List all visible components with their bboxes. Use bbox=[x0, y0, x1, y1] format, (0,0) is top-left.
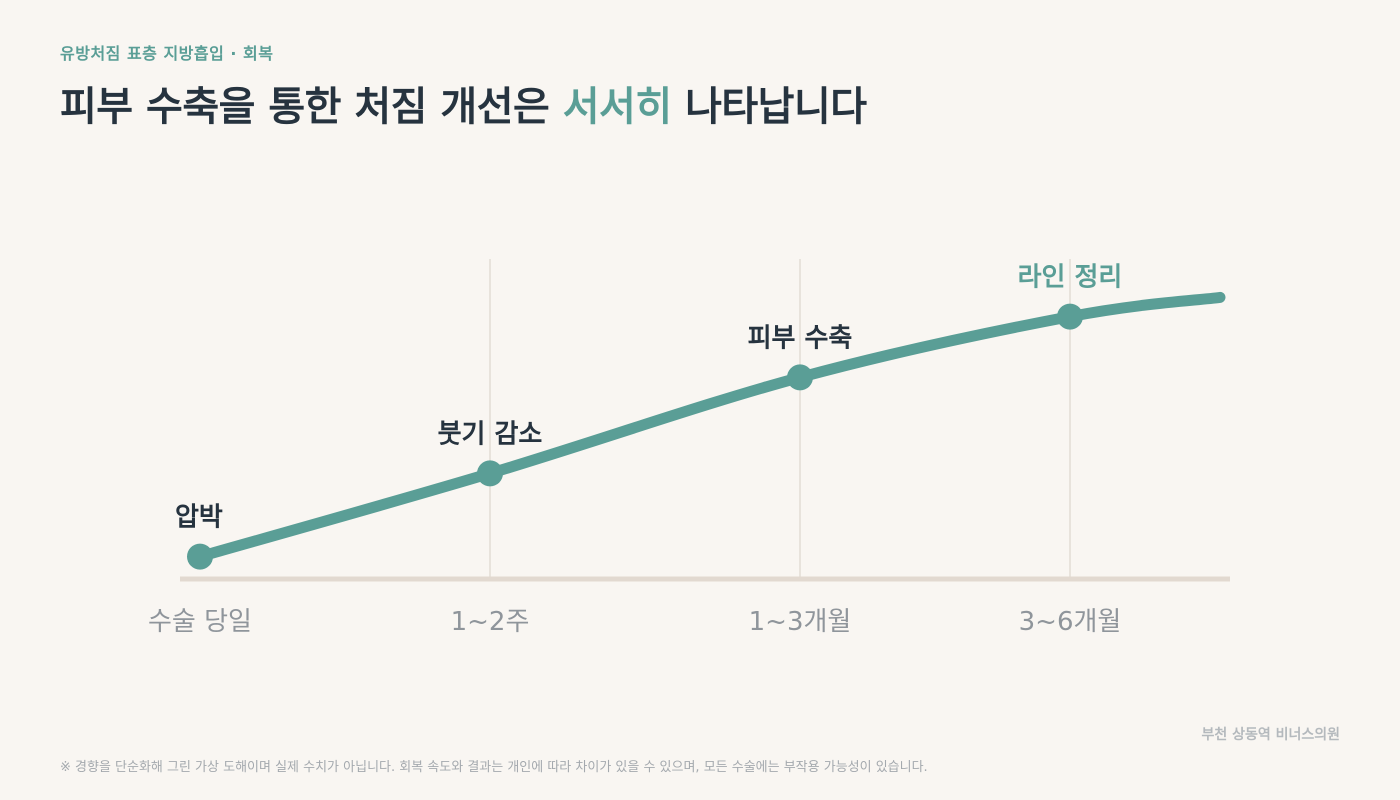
point-layer bbox=[187, 303, 1083, 570]
stage-label: 붓기 감소 bbox=[438, 419, 543, 449]
clinic-name: 부천 상동역 비너스의원 bbox=[1201, 727, 1340, 743]
stage-point bbox=[787, 364, 813, 391]
stage-label: 라인 정리 bbox=[1018, 263, 1123, 293]
grid-layer bbox=[489, 259, 1071, 579]
title-part-2: 나타납니다 bbox=[671, 84, 867, 130]
stage-label: 압박 bbox=[175, 503, 223, 533]
eyebrow-label: 유방처짐 표층 지방흡입 · 회복 bbox=[60, 44, 274, 63]
stage-label: 피부 수축 bbox=[748, 323, 853, 353]
stage-point bbox=[187, 543, 213, 570]
label-layer: 압박 붓기 감소 피부 수축 라인 정리 bbox=[175, 263, 1122, 533]
x-tick-label: 1~3개월 bbox=[749, 607, 852, 637]
x-tick-label: 수술 당일 bbox=[148, 607, 252, 637]
recovery-curve bbox=[194, 291, 1226, 563]
stage-point bbox=[1057, 303, 1083, 330]
tick-layer: 수술 당일 1~2주 1~3개월 3~6개월 bbox=[148, 607, 1121, 637]
x-tick-label: 1~2주 bbox=[451, 607, 530, 637]
x-tick-label: 3~6개월 bbox=[1019, 607, 1122, 637]
page-title: 피부 수축을 통한 처짐 개선은 서서히 나타납니다 bbox=[60, 74, 867, 132]
title-accent: 서서히 bbox=[562, 84, 672, 130]
stage-point bbox=[477, 460, 503, 487]
disclaimer: ※ 경향을 단순화해 그린 가상 도해이며 실제 수치가 아닙니다. 회복 속도… bbox=[60, 760, 928, 775]
title-part-1: 피부 수축을 통한 처짐 개선은 bbox=[60, 84, 563, 130]
